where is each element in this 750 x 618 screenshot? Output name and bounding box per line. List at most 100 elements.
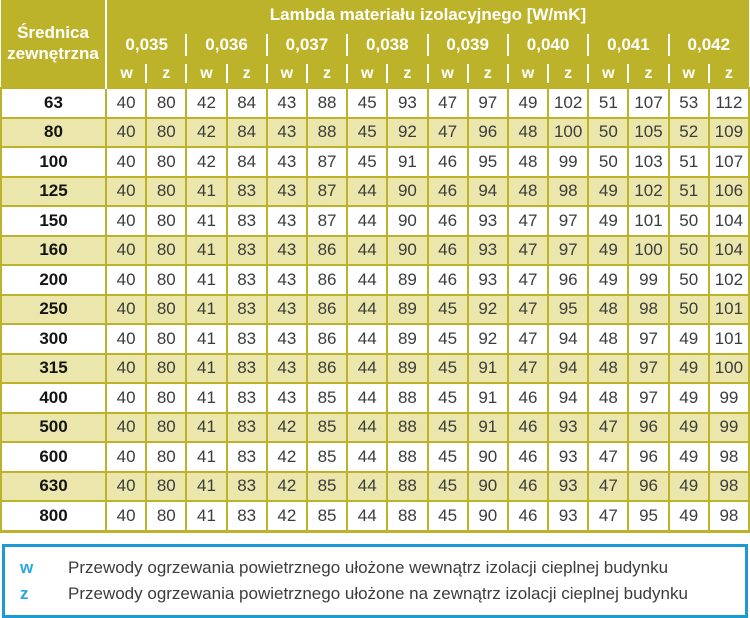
value-cell: 99 (547, 146, 590, 178)
value-cell: 41 (185, 352, 228, 384)
value-cell: 45 (426, 352, 469, 384)
value-cell: 47 (506, 205, 550, 237)
value-cell: 97 (547, 205, 590, 237)
value-cell: 44 (346, 352, 389, 384)
value-cell: 48 (587, 352, 630, 384)
value-cell: 95 (547, 293, 590, 325)
value-cell: 88 (386, 470, 429, 502)
value-cell: 83 (225, 382, 268, 414)
value-cell: 41 (185, 264, 228, 296)
lambda-values-row: 0,035 0,036 0,037 0,038 0,039 0,040 0,041 0,042 (1, 30, 749, 60)
value-cell: 44 (346, 205, 389, 237)
value-cell: 83 (225, 470, 268, 502)
main-header-lambda: Lambda materiału izolacyjnego [W/mK] (106, 0, 749, 30)
legend-symbol-z: z (20, 583, 29, 603)
value-cell: 51 (587, 87, 630, 119)
value-cell: 98 (707, 500, 750, 532)
lambda-value-cell: 0,037 (265, 30, 348, 60)
row-diameter: 250 (0, 293, 107, 325)
value-cell: 80 (145, 323, 188, 355)
value-cell: 88 (386, 411, 429, 443)
value-cell: 40 (104, 441, 148, 473)
value-cell: 46 (506, 441, 550, 473)
value-cell: 50 (667, 205, 710, 237)
value-cell: 112 (707, 87, 750, 119)
row-diameter: 100 (0, 146, 107, 178)
value-cell: 49 (587, 175, 630, 207)
value-cell: 88 (305, 116, 349, 148)
value-cell: 51 (667, 175, 710, 207)
value-cell: 47 (426, 87, 469, 119)
value-cell: 41 (185, 175, 228, 207)
value-cell: 47 (587, 500, 630, 532)
value-cell: 91 (466, 352, 509, 384)
table-row: 160 40 80 41 83 43 86 44 90 46 93 47 97 49 100 50 104 (0, 234, 750, 266)
table-row: 300 40 80 41 83 43 86 44 89 45 92 47 94 48 97 49 101 (0, 323, 750, 355)
value-cell: 88 (386, 382, 429, 414)
value-cell: 46 (506, 500, 550, 532)
value-cell: 101 (627, 205, 670, 237)
row-diameter: 63 (0, 87, 107, 119)
value-cell: 80 (145, 175, 188, 207)
value-cell: 93 (386, 87, 429, 119)
row-diameter: 315 (0, 352, 107, 384)
value-cell: 46 (426, 264, 469, 296)
value-cell: 41 (185, 441, 228, 473)
value-cell: 43 (265, 234, 308, 266)
value-cell: 40 (104, 205, 148, 237)
value-cell: 88 (305, 87, 349, 119)
value-cell: 46 (426, 205, 469, 237)
table-row: 315 40 80 41 83 43 86 44 89 45 91 47 94 48 97 49 100 (0, 352, 750, 384)
value-cell: 43 (265, 146, 308, 178)
value-cell: 84 (225, 87, 268, 119)
value-cell: 98 (627, 293, 670, 325)
value-cell: 91 (466, 382, 509, 414)
value-cell: 46 (426, 234, 469, 266)
value-cell: 49 (587, 205, 630, 237)
value-cell: 92 (466, 323, 509, 355)
legend-symbol-w: w (20, 557, 34, 577)
value-cell: 49 (667, 323, 710, 355)
table-row: 125 40 80 41 83 43 87 44 90 46 94 48 98 49 102 51 106 (0, 175, 750, 207)
row-diameter: 600 (0, 441, 107, 473)
value-cell: 91 (466, 411, 509, 443)
value-cell: 95 (627, 500, 670, 532)
subheader-w-cell: w (185, 60, 227, 88)
value-cell: 43 (265, 264, 308, 296)
value-cell: 100 (627, 234, 670, 266)
value-cell: 80 (145, 264, 188, 296)
value-cell: 45 (346, 146, 389, 178)
value-cell: 47 (506, 293, 550, 325)
value-cell: 105 (627, 116, 670, 148)
value-cell: 90 (386, 205, 429, 237)
value-cell: 48 (587, 323, 630, 355)
value-cell: 96 (627, 470, 670, 502)
legend-item-z: z Przewody ogrzewania powietrznego ułożo… (5, 581, 745, 607)
value-cell: 89 (386, 323, 429, 355)
value-cell: 96 (627, 441, 670, 473)
value-cell: 80 (145, 205, 188, 237)
value-cell: 40 (104, 323, 148, 355)
value-cell: 83 (225, 264, 268, 296)
value-cell: 93 (547, 441, 590, 473)
value-cell: 80 (145, 293, 188, 325)
value-cell: 83 (225, 352, 268, 384)
value-cell: 95 (466, 146, 509, 178)
value-cell: 107 (627, 87, 670, 119)
value-cell: 41 (185, 323, 228, 355)
value-cell: 45 (346, 87, 389, 119)
value-cell: 80 (145, 441, 188, 473)
value-cell: 41 (185, 234, 228, 266)
value-cell: 52 (667, 116, 710, 148)
value-cell: 90 (466, 470, 509, 502)
value-cell: 97 (627, 323, 670, 355)
value-cell: 42 (265, 441, 308, 473)
value-cell: 97 (627, 352, 670, 384)
value-cell: 85 (305, 382, 349, 414)
value-cell: 46 (506, 470, 550, 502)
value-cell: 49 (667, 470, 710, 502)
subheader-w-cell: w (587, 60, 629, 88)
row-diameter: 125 (0, 175, 107, 207)
value-cell: 83 (225, 411, 268, 443)
value-cell: 49 (667, 382, 710, 414)
